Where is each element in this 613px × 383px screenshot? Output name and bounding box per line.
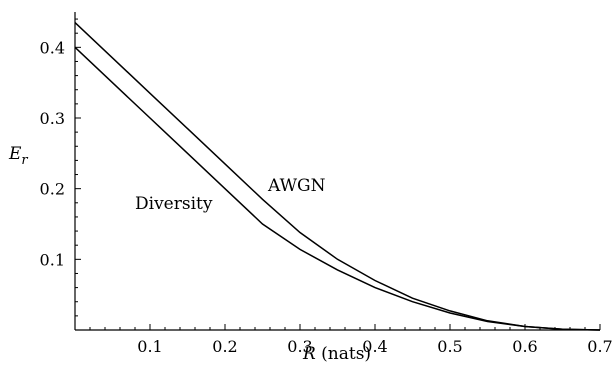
y-tick-labels: 0.1 0.2 0.3 0.4 — [40, 38, 65, 269]
x-axis-var: R — [302, 344, 316, 364]
x-tick-label: 0.7 — [587, 337, 612, 356]
x-tick-label: 0.2 — [212, 337, 237, 356]
x-tick-label: 0.4 — [362, 337, 387, 356]
y-tick-label: 0.1 — [40, 250, 65, 269]
minor-ticks — [75, 18, 586, 330]
major-ticks — [75, 46, 601, 330]
x-axis-title: R (nats) — [302, 344, 371, 364]
series-line-awgn — [74, 22, 601, 331]
y-axis-sub: r — [21, 153, 28, 168]
y-tick-label: 0.3 — [40, 109, 65, 128]
axes — [74, 12, 600, 331]
series-label-awgn: AWGN — [267, 176, 326, 196]
x-tick-label: 0.5 — [437, 337, 462, 356]
y-tick-label: 0.2 — [40, 180, 65, 199]
x-tick-label: 0.1 — [137, 337, 162, 356]
series-label-diversity: Diversity — [135, 194, 213, 214]
series-line-diversity — [74, 46, 601, 331]
x-axis-unit: (nats) — [316, 344, 371, 364]
x-tick-labels: 0.1 0.2 0.3 0.4 0.5 0.6 0.7 — [137, 337, 612, 356]
y-tick-label: 0.4 — [40, 38, 65, 57]
y-axis-var: E — [8, 144, 22, 164]
x-tick-label: 0.6 — [512, 337, 537, 356]
y-axis-title: Er — [8, 144, 28, 168]
curves — [74, 22, 601, 331]
x-tick-label: 0.3 — [287, 337, 312, 356]
